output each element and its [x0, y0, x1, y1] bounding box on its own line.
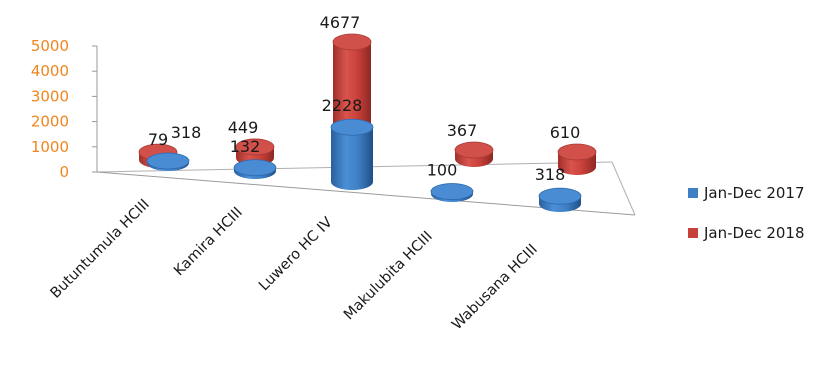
y-tick-label: 4000 [31, 62, 69, 80]
floor-right-edge [611, 161, 636, 216]
y-tick-label: 1000 [31, 138, 69, 156]
bar-2017-1 [233, 159, 277, 179]
y-tick-label: 0 [59, 163, 69, 181]
y-tick-label: 3000 [31, 87, 69, 105]
y-tick-label: 2000 [31, 113, 69, 131]
data-label-2018: 318 [171, 123, 202, 142]
bar-2017-4 [538, 187, 582, 212]
bar-2017-4-top [538, 187, 582, 205]
legend-label: Jan-Dec 2017 [703, 184, 805, 202]
data-label-2017: 132 [230, 137, 261, 156]
x-axis-ticks: Butuntumula HCIII Kamira HCIII Luwero HC I… [48, 197, 541, 334]
bar-2017-1-top [233, 159, 277, 177]
bar-2017-0-top [146, 152, 190, 170]
bar-2017-3 [430, 183, 474, 202]
data-label-2018: 4677 [320, 13, 361, 32]
bar-2018-2-top [332, 33, 372, 51]
legend-swatch [688, 188, 698, 198]
x-tick-label: Wabusana HCIII [449, 242, 541, 334]
bar-2018-4 [557, 143, 597, 175]
legend: Jan-Dec 2017 Jan-Dec 2018 [688, 184, 805, 242]
data-labels: 318 449 4677 367 610 79 132 2228 100 318 [148, 13, 580, 184]
y-axis-ticks: 0 1000 2000 3000 4000 5000 [31, 37, 97, 181]
x-tick-label: Luwero HC IV [256, 214, 336, 294]
data-label-2017: 318 [535, 165, 566, 184]
data-label-2018: 610 [550, 123, 581, 142]
bar-2018-3-top [454, 141, 494, 159]
bars [138, 33, 597, 212]
data-label-2017: 2228 [322, 96, 363, 115]
x-tick-label: Kamira HCIII [171, 205, 246, 280]
data-label-2017: 100 [427, 161, 458, 180]
x-tick-label: Butuntumula HCIII [48, 197, 153, 302]
y-tick-label: 5000 [31, 37, 69, 55]
bar-2017-2-top [330, 118, 374, 136]
bar-2018-3 [454, 141, 494, 167]
data-label-2018: 367 [447, 121, 478, 140]
data-label-2018: 449 [228, 118, 259, 137]
data-label-2017: 79 [148, 130, 168, 149]
legend-swatch [688, 228, 698, 238]
x-tick-label: Makulubita HCIII [341, 229, 436, 324]
legend-label: Jan-Dec 2018 [703, 224, 805, 242]
bar-2017-0 [146, 152, 190, 171]
bar-2018-1-top [235, 138, 275, 156]
bar-2017-2-body [331, 127, 373, 190]
bar-2017-2 [330, 118, 374, 190]
bar-2017-3-top [430, 183, 474, 200]
bar-2018-4-top [557, 143, 597, 161]
